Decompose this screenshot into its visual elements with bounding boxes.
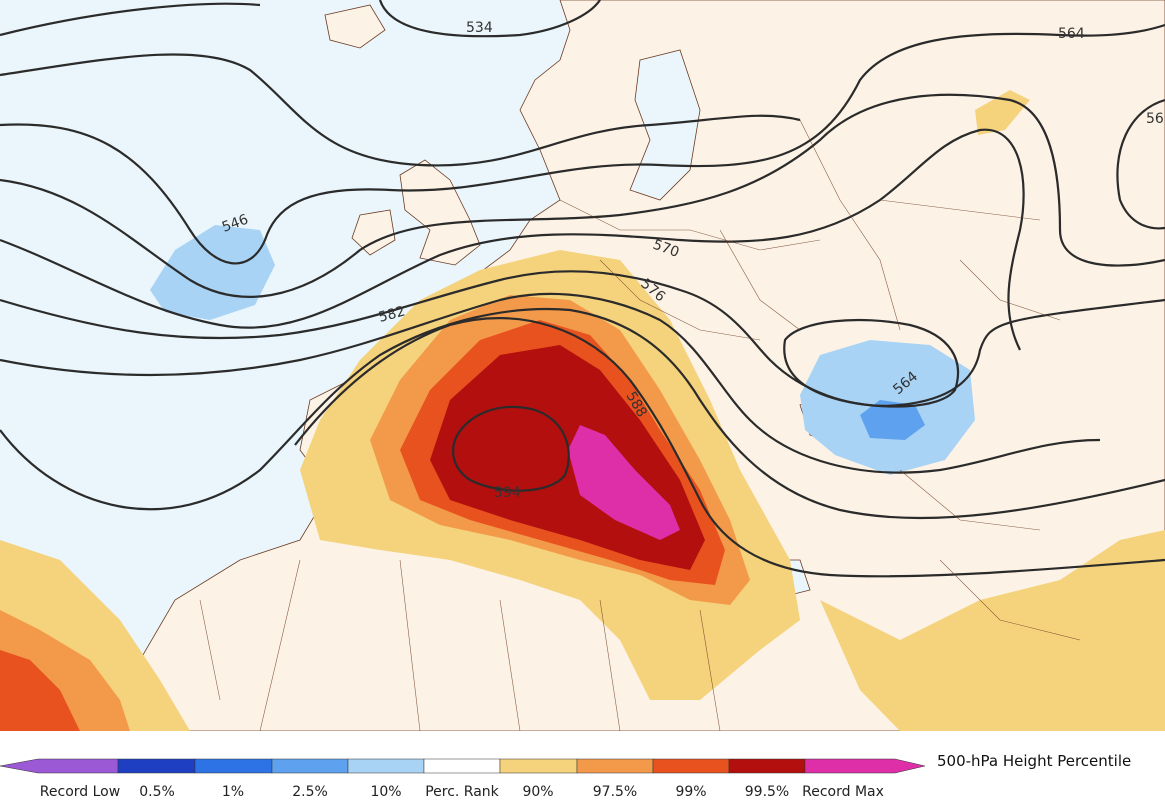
contour-564-east bbox=[783, 318, 960, 408]
shade-99-africa bbox=[0, 650, 80, 731]
colorbar-label: 90% bbox=[522, 784, 554, 800]
baltic-sea bbox=[629, 49, 701, 201]
colorbar-label: 99% bbox=[675, 784, 707, 800]
contour-570 bbox=[0, 270, 1165, 407]
contour-558 bbox=[0, 128, 1025, 351]
iceland bbox=[324, 4, 386, 49]
height-contours bbox=[0, 0, 1165, 578]
contour-582 bbox=[0, 307, 1165, 520]
colorbar-segment bbox=[804, 758, 925, 774]
colorbar-label: Record Low bbox=[39, 784, 121, 800]
colorbar-label: 2.5% bbox=[292, 784, 328, 800]
contour-546 bbox=[0, 23, 1165, 265]
country-borders bbox=[199, 119, 1081, 731]
contour-label-534: 534 bbox=[466, 20, 493, 36]
colorbar-segment bbox=[728, 758, 806, 774]
colorbar-label: 1% bbox=[221, 784, 245, 800]
colorbar-segment bbox=[423, 758, 501, 774]
contour-552 bbox=[0, 93, 1165, 298]
contour-534 bbox=[0, 0, 601, 38]
colorbar-label: 10% bbox=[370, 784, 402, 800]
colorbar-segment bbox=[347, 758, 425, 774]
height-percentile-map: 534 564 56 546 570 576 582 588 594 564 bbox=[0, 0, 1165, 731]
contour-594 bbox=[452, 405, 570, 492]
contour-label-56: 56 bbox=[1146, 111, 1164, 127]
colorbar-segment bbox=[576, 758, 654, 774]
contour-540 bbox=[0, 53, 801, 167]
contour-588 bbox=[294, 317, 1165, 578]
colorbar-segment bbox=[499, 758, 578, 774]
shade-record-max bbox=[568, 425, 680, 540]
colorbar-segment bbox=[194, 758, 273, 774]
colorbar-label: 0.5% bbox=[139, 784, 175, 800]
contour-label-594: 594 bbox=[494, 485, 521, 501]
colorbar-segment bbox=[271, 758, 349, 774]
ireland bbox=[351, 209, 396, 256]
contour-576 bbox=[0, 292, 1101, 474]
legend-title: 500-hPa Height Percentile bbox=[937, 752, 1132, 770]
colorbar-segment bbox=[0, 758, 119, 774]
contour-label-582: 582 bbox=[377, 303, 407, 325]
colorbar-label: Record Max bbox=[802, 784, 884, 800]
colorbar-segment bbox=[652, 758, 730, 774]
contour-564 bbox=[1116, 98, 1165, 230]
british-isles bbox=[399, 159, 481, 266]
shade-25-east bbox=[860, 400, 925, 440]
colorbar-label: 97.5% bbox=[592, 784, 638, 800]
shade-90-east bbox=[820, 530, 1165, 731]
colorbar-label: Perc. Rank bbox=[425, 784, 499, 800]
colorbar-label: 99.5% bbox=[744, 784, 790, 800]
colorbar-segment bbox=[117, 758, 196, 774]
legend-colorbar bbox=[0, 758, 925, 774]
contour-label-564: 564 bbox=[1058, 26, 1085, 42]
